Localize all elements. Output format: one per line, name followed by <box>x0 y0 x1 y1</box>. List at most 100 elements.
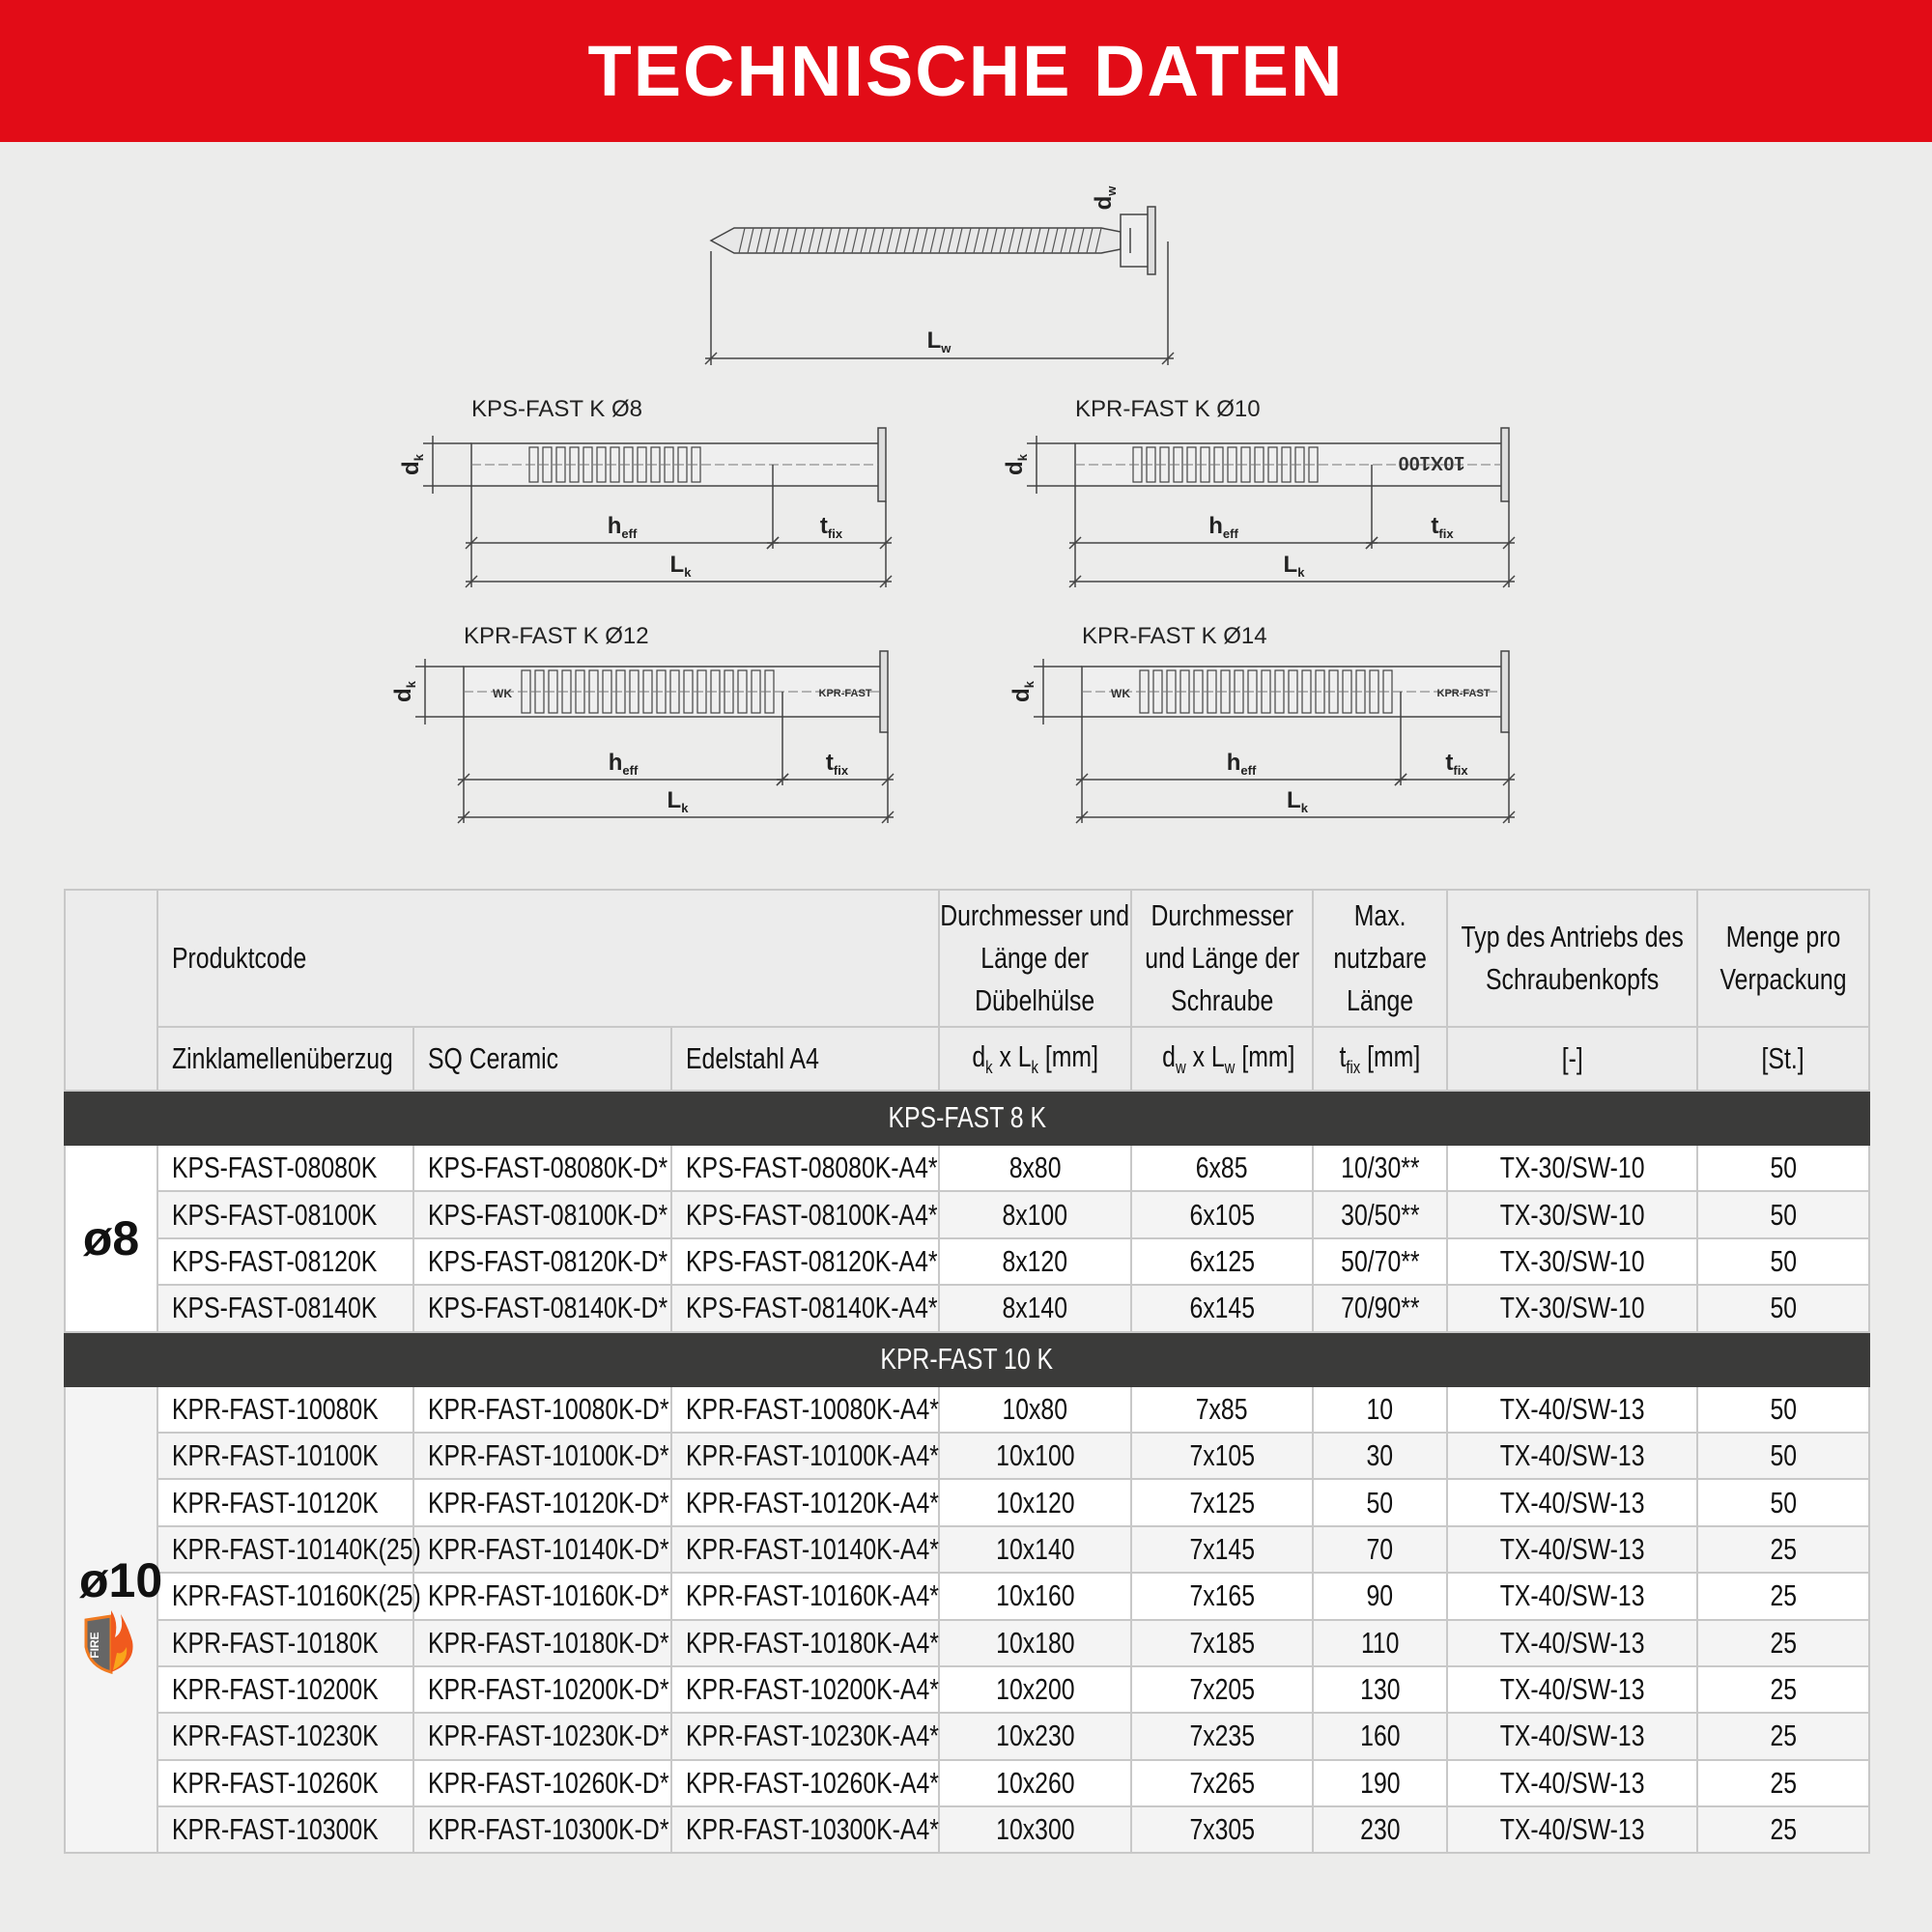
drive-type: TX-40/SW-13 <box>1446 1805 1699 1855</box>
tfix-dimension-tick <box>776 773 789 786</box>
screw-size: 6x105 <box>1130 1190 1315 1239</box>
drive-type: TX-40/SW-13 <box>1446 1618 1699 1667</box>
code-sq-ceramic: KPR-FAST-10160K-D* <box>412 1572 672 1621</box>
dk-label-sub: k <box>1015 453 1030 461</box>
code-sq-ceramic: KPS-FAST-08140K-D* <box>412 1284 672 1333</box>
code-a4: KPR-FAST-10200K-A4* <box>669 1664 941 1715</box>
dowel-collar <box>1500 427 1510 502</box>
pack-qty: 50 <box>1696 1190 1871 1239</box>
dowel-marking: 10X100 <box>1399 452 1465 473</box>
screw-size: 7x265 <box>1130 1758 1315 1808</box>
table-row: ø8 KPS-FAST-08080K KPS-FAST-08080K-D* KPS-F… <box>64 1143 1871 1333</box>
screw-thread <box>790 227 798 254</box>
code-sq-ceramic: KPS-FAST-08120K-D* <box>412 1236 672 1287</box>
screw-thread <box>1025 227 1033 254</box>
screw-thread <box>1068 227 1076 254</box>
code-zinc: KPR-FAST-10140K(25) <box>156 1524 421 1575</box>
code-zinc: KPR-FAST-10200K <box>156 1664 414 1715</box>
code-a4: KPR-FAST-10230K-A4* <box>669 1712 941 1761</box>
lk-dimension-tick <box>1502 810 1516 824</box>
screw-thread <box>903 227 911 254</box>
pack-qty: 50 <box>1696 1478 1871 1527</box>
drive-type: TX-30/SW-10 <box>1446 1284 1699 1333</box>
drive-type: TX-40/SW-13 <box>1446 1758 1699 1808</box>
dowel-marking-wk: WK <box>493 687 512 700</box>
screw-thread <box>964 227 972 254</box>
tfix: 50/70** <box>1312 1236 1449 1287</box>
diameter-label: ø10 FIRE <box>64 1384 162 1855</box>
header-col-4: Menge pro Verpackung <box>1696 889 1871 1028</box>
dk-label-sub: k <box>412 453 426 461</box>
heff-label-sub: eff <box>622 763 639 778</box>
tfix-dimension-tick <box>881 773 895 786</box>
tfix-label-main: t <box>826 750 834 776</box>
section-header: KPR-FAST 10 K <box>63 1330 1871 1387</box>
screw-thread <box>1016 227 1024 254</box>
screw-thread <box>1086 227 1094 254</box>
dowel-size: 10x120 <box>938 1478 1133 1527</box>
tfix-label: tfix <box>1431 513 1454 541</box>
header-unit-0: dk x Lk [mm] <box>938 1026 1133 1092</box>
table-row: KPR-FAST-10180K KPR-FAST-10180K-D* KPR-FAS… <box>65 1618 1871 1667</box>
dw-label-main: d <box>1091 196 1117 211</box>
code-a4: KPR-FAST-10120K-A4* <box>669 1478 941 1527</box>
screw-size: 7x165 <box>1130 1572 1315 1621</box>
pack-qty: 25 <box>1696 1524 1871 1575</box>
code-zinc: KPR-FAST-10120K <box>156 1478 414 1527</box>
tfix-dimension-tick <box>1502 536 1516 550</box>
code-a4: KPR-FAST-10180K-A4* <box>669 1618 941 1667</box>
heff-label-sub: eff <box>1223 526 1239 541</box>
code-sq-ceramic: KPR-FAST-10140K-D* <box>412 1524 672 1575</box>
heff-label-main: h <box>608 513 622 539</box>
lw-label: Lw <box>927 327 952 355</box>
lk-label-main: L <box>670 552 685 578</box>
screw-thread <box>1051 227 1059 254</box>
code-sq-ceramic: KPR-FAST-10200K-D* <box>412 1664 672 1715</box>
screw-thread <box>1077 227 1085 254</box>
screw-thread <box>781 227 789 254</box>
screw-thread <box>825 227 833 254</box>
code-sq-ceramic: KPR-FAST-10230K-D* <box>412 1712 672 1761</box>
screw-thread <box>868 227 876 254</box>
drive-type: TX-40/SW-13 <box>1446 1572 1699 1621</box>
tfix-dimension-tick <box>1365 536 1378 550</box>
code-a4: KPS-FAST-08140K-A4* <box>669 1284 941 1333</box>
heff-dimension-tick <box>1068 536 1082 550</box>
screw-thread <box>1008 227 1015 254</box>
screw-thread <box>747 227 754 254</box>
screw-washer <box>1147 206 1156 275</box>
pack-qty: 25 <box>1696 1572 1871 1621</box>
code-a4: KPS-FAST-08120K-A4* <box>669 1236 941 1287</box>
dowel-size: 8x120 <box>938 1236 1133 1287</box>
screw-size: 6x145 <box>1130 1284 1315 1333</box>
tfix-label-main: t <box>1445 750 1453 776</box>
screw-thread <box>877 227 885 254</box>
tfix: 160 <box>1312 1712 1449 1761</box>
lk-label-sub: k <box>684 565 692 580</box>
lw-dimension-tick <box>704 352 718 365</box>
code-a4: KPR-FAST-10100K-A4* <box>669 1431 941 1481</box>
drive-type: TX-40/SW-13 <box>1446 1431 1699 1481</box>
heff-label-main: h <box>609 750 623 776</box>
screw-thread <box>921 227 928 254</box>
dw-label: dw <box>1091 185 1119 211</box>
screw-size: 7x105 <box>1130 1431 1315 1481</box>
lw-dimension-tick <box>1161 352 1175 365</box>
screw-thread <box>860 227 867 254</box>
screw-thread <box>764 227 772 254</box>
drive-type: TX-40/SW-13 <box>1446 1712 1699 1761</box>
section-title: KPR-FAST 10 K <box>63 1330 1871 1387</box>
screw-thread <box>886 227 894 254</box>
dowel-collar <box>879 650 889 733</box>
dowel-size: 10x200 <box>938 1664 1133 1715</box>
dowel-size: 8x100 <box>938 1190 1133 1239</box>
page-title: TECHNISCHE DATEN <box>587 31 1345 111</box>
tfix-label: tfix <box>820 513 843 541</box>
dk-label-main: d <box>1002 461 1028 475</box>
lw-label-main: L <box>927 327 942 354</box>
drive-type: TX-40/SW-13 <box>1446 1524 1699 1575</box>
screw-thread <box>947 227 954 254</box>
header-corner <box>64 889 158 1092</box>
lk-label-main: L <box>668 787 682 813</box>
